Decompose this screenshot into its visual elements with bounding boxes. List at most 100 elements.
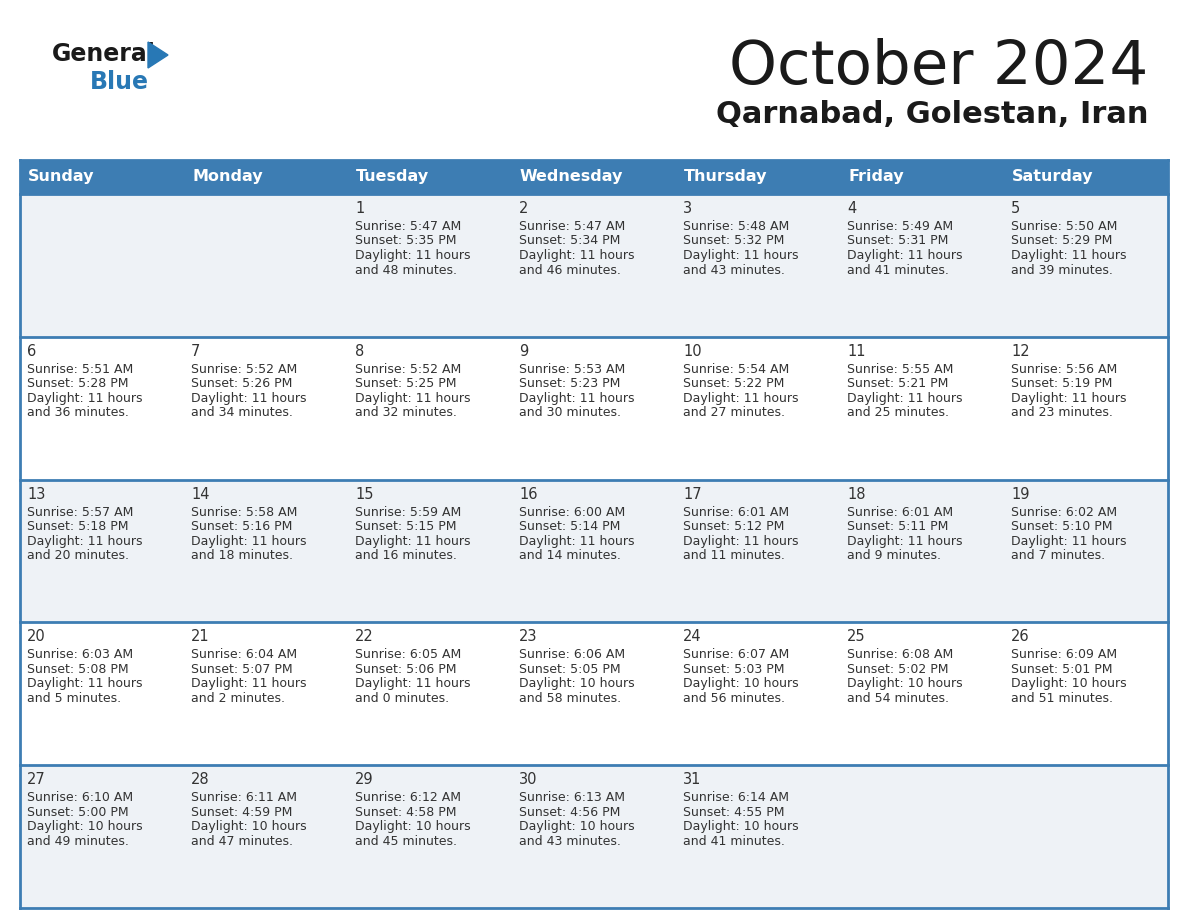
Text: Sunrise: 6:06 AM: Sunrise: 6:06 AM [519, 648, 625, 661]
Text: Sunset: 5:31 PM: Sunset: 5:31 PM [847, 234, 948, 248]
Text: Daylight: 10 hours: Daylight: 10 hours [847, 677, 962, 690]
Text: and 39 minutes.: and 39 minutes. [1011, 263, 1113, 276]
Text: and 41 minutes.: and 41 minutes. [683, 834, 785, 847]
Text: Sunset: 5:29 PM: Sunset: 5:29 PM [1011, 234, 1112, 248]
Text: and 43 minutes.: and 43 minutes. [519, 834, 621, 847]
Text: 16: 16 [519, 487, 537, 501]
Text: General: General [52, 42, 156, 66]
Text: and 41 minutes.: and 41 minutes. [847, 263, 949, 276]
Text: and 49 minutes.: and 49 minutes. [27, 834, 128, 847]
Text: Sunset: 5:15 PM: Sunset: 5:15 PM [355, 521, 456, 533]
Text: 3: 3 [683, 201, 693, 216]
Text: and 2 minutes.: and 2 minutes. [191, 692, 285, 705]
Text: Sunrise: 6:01 AM: Sunrise: 6:01 AM [847, 506, 953, 519]
Text: 22: 22 [355, 630, 374, 644]
Text: Daylight: 11 hours: Daylight: 11 hours [191, 392, 307, 405]
Text: 1: 1 [355, 201, 365, 216]
Text: 17: 17 [683, 487, 702, 501]
Text: and 58 minutes.: and 58 minutes. [519, 692, 621, 705]
Text: Daylight: 11 hours: Daylight: 11 hours [683, 534, 798, 548]
Text: and 23 minutes.: and 23 minutes. [1011, 407, 1113, 420]
Text: Sunrise: 6:00 AM: Sunrise: 6:00 AM [519, 506, 625, 519]
Text: Sunset: 5:10 PM: Sunset: 5:10 PM [1011, 521, 1112, 533]
Text: 21: 21 [191, 630, 209, 644]
Text: 25: 25 [847, 630, 866, 644]
Text: and 9 minutes.: and 9 minutes. [847, 549, 941, 562]
Text: Daylight: 11 hours: Daylight: 11 hours [683, 249, 798, 262]
Text: Sunrise: 6:03 AM: Sunrise: 6:03 AM [27, 648, 133, 661]
Text: and 45 minutes.: and 45 minutes. [355, 834, 457, 847]
Text: Qarnabad, Golestan, Iran: Qarnabad, Golestan, Iran [715, 100, 1148, 129]
Text: 6: 6 [27, 344, 37, 359]
Text: Daylight: 11 hours: Daylight: 11 hours [191, 534, 307, 548]
Text: and 46 minutes.: and 46 minutes. [519, 263, 621, 276]
Text: Sunset: 5:08 PM: Sunset: 5:08 PM [27, 663, 128, 676]
Text: Sunset: 5:22 PM: Sunset: 5:22 PM [683, 377, 784, 390]
Text: Sunrise: 6:05 AM: Sunrise: 6:05 AM [355, 648, 461, 661]
Text: and 48 minutes.: and 48 minutes. [355, 263, 457, 276]
Bar [20, 194, 1168, 337]
Bar [184, 160, 348, 194]
Bar [20, 337, 1168, 479]
Text: 29: 29 [355, 772, 373, 788]
Text: 31: 31 [683, 772, 701, 788]
Text: Daylight: 11 hours: Daylight: 11 hours [519, 534, 634, 548]
Text: Daylight: 11 hours: Daylight: 11 hours [355, 677, 470, 690]
Text: Sunrise: 6:09 AM: Sunrise: 6:09 AM [1011, 648, 1117, 661]
Text: 24: 24 [683, 630, 702, 644]
Text: Monday: Monday [192, 170, 263, 185]
Text: Daylight: 11 hours: Daylight: 11 hours [519, 249, 634, 262]
Text: Sunrise: 5:59 AM: Sunrise: 5:59 AM [355, 506, 461, 519]
Text: Sunrise: 5:50 AM: Sunrise: 5:50 AM [1011, 220, 1118, 233]
Text: Sunset: 5:18 PM: Sunset: 5:18 PM [27, 521, 128, 533]
Text: 7: 7 [191, 344, 201, 359]
Text: Sunrise: 5:56 AM: Sunrise: 5:56 AM [1011, 363, 1117, 375]
Text: Sunrise: 5:58 AM: Sunrise: 5:58 AM [191, 506, 297, 519]
Text: Sunrise: 6:02 AM: Sunrise: 6:02 AM [1011, 506, 1117, 519]
Text: Sunrise: 5:52 AM: Sunrise: 5:52 AM [191, 363, 297, 375]
Text: Sunset: 4:58 PM: Sunset: 4:58 PM [355, 806, 456, 819]
Text: Daylight: 10 hours: Daylight: 10 hours [519, 677, 634, 690]
Text: 18: 18 [847, 487, 866, 501]
Text: Daylight: 10 hours: Daylight: 10 hours [191, 820, 307, 834]
Polygon shape [148, 42, 168, 68]
Text: and 7 minutes.: and 7 minutes. [1011, 549, 1105, 562]
Text: Sunset: 5:26 PM: Sunset: 5:26 PM [191, 377, 292, 390]
Text: Sunset: 5:34 PM: Sunset: 5:34 PM [519, 234, 620, 248]
Text: Daylight: 11 hours: Daylight: 11 hours [683, 392, 798, 405]
Text: Daylight: 10 hours: Daylight: 10 hours [27, 820, 143, 834]
Text: Sunset: 5:11 PM: Sunset: 5:11 PM [847, 521, 948, 533]
Text: Sunrise: 6:10 AM: Sunrise: 6:10 AM [27, 791, 133, 804]
Text: and 32 minutes.: and 32 minutes. [355, 407, 457, 420]
Text: Daylight: 11 hours: Daylight: 11 hours [1011, 392, 1126, 405]
Text: and 5 minutes.: and 5 minutes. [27, 692, 121, 705]
Text: 2: 2 [519, 201, 529, 216]
Text: Sunset: 5:25 PM: Sunset: 5:25 PM [355, 377, 456, 390]
Text: Sunrise: 5:53 AM: Sunrise: 5:53 AM [519, 363, 625, 375]
Text: Sunset: 4:59 PM: Sunset: 4:59 PM [191, 806, 292, 819]
Text: 11: 11 [847, 344, 866, 359]
Text: 20: 20 [27, 630, 46, 644]
Text: Daylight: 11 hours: Daylight: 11 hours [191, 677, 307, 690]
Text: Sunset: 5:28 PM: Sunset: 5:28 PM [27, 377, 128, 390]
Text: and 51 minutes.: and 51 minutes. [1011, 692, 1113, 705]
Text: Sunset: 5:21 PM: Sunset: 5:21 PM [847, 377, 948, 390]
Text: and 54 minutes.: and 54 minutes. [847, 692, 949, 705]
Text: Daylight: 10 hours: Daylight: 10 hours [519, 820, 634, 834]
Bar [676, 160, 840, 194]
Text: Sunset: 5:06 PM: Sunset: 5:06 PM [355, 663, 456, 676]
Text: 4: 4 [847, 201, 857, 216]
Bar [20, 622, 1168, 766]
Text: Sunset: 5:07 PM: Sunset: 5:07 PM [191, 663, 292, 676]
Text: Sunset: 5:12 PM: Sunset: 5:12 PM [683, 521, 784, 533]
Text: and 20 minutes.: and 20 minutes. [27, 549, 129, 562]
Text: Sunset: 5:02 PM: Sunset: 5:02 PM [847, 663, 948, 676]
Text: Sunrise: 5:47 AM: Sunrise: 5:47 AM [355, 220, 461, 233]
Text: October 2024: October 2024 [728, 38, 1148, 97]
Text: and 43 minutes.: and 43 minutes. [683, 263, 785, 276]
Text: Sunrise: 5:51 AM: Sunrise: 5:51 AM [27, 363, 133, 375]
Text: Sunset: 5:35 PM: Sunset: 5:35 PM [355, 234, 456, 248]
Text: Sunset: 5:19 PM: Sunset: 5:19 PM [1011, 377, 1112, 390]
Text: Sunday: Sunday [29, 170, 95, 185]
Text: Daylight: 11 hours: Daylight: 11 hours [847, 249, 962, 262]
